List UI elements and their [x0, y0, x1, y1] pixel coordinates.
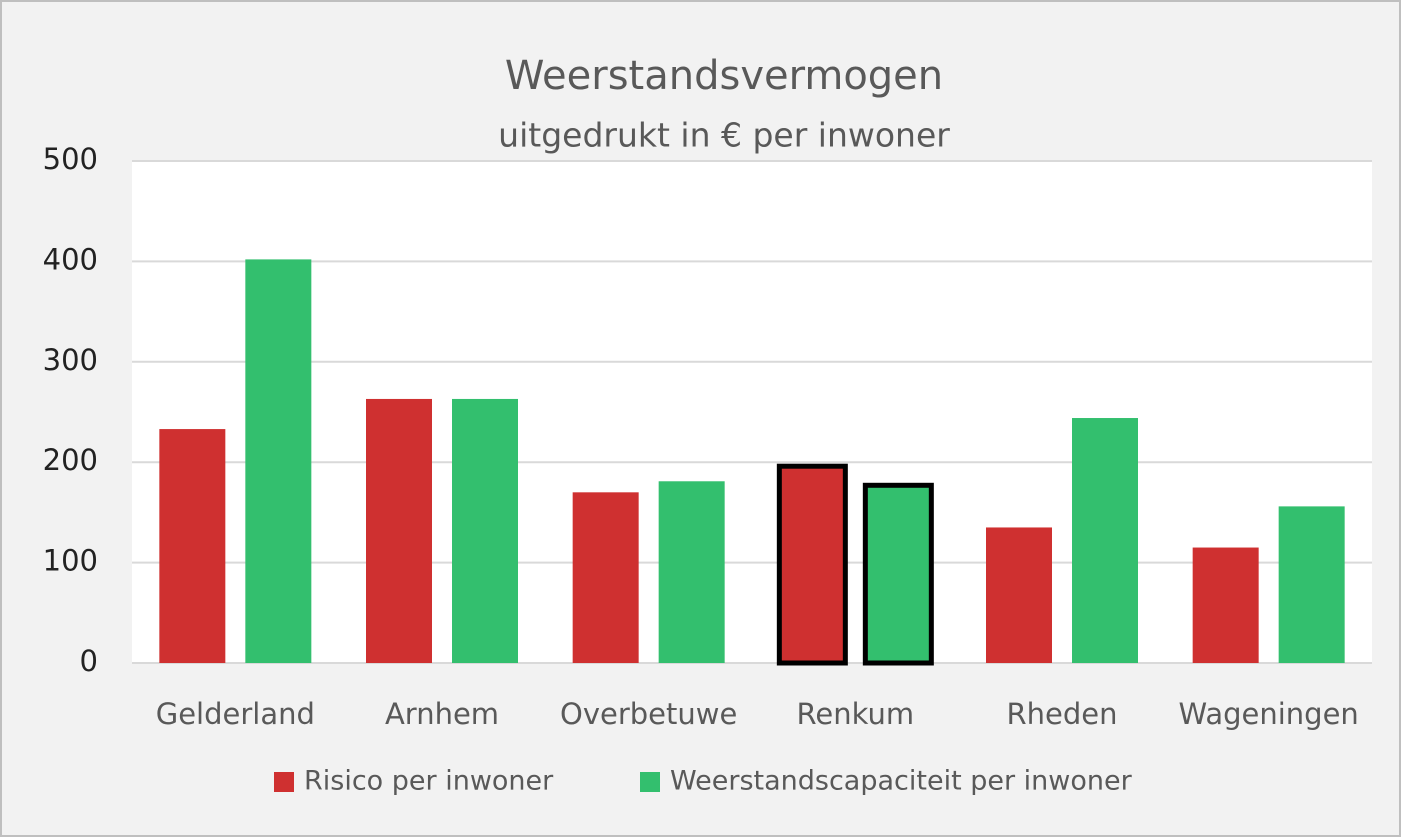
y-tick-label: 200 [43, 443, 98, 477]
x-tick-label: Arnhem [385, 697, 499, 731]
plot-area [132, 161, 1372, 663]
bar [1278, 506, 1345, 663]
bar [572, 492, 639, 663]
legend-label: Weerstandscapaciteit per inwoner [670, 766, 1133, 797]
bar [159, 429, 226, 663]
y-tick-label: 400 [43, 242, 98, 276]
bar [658, 481, 725, 663]
legend-swatch [274, 772, 294, 792]
chart-title: Weerstandsvermogen [505, 53, 943, 99]
legend-label: Risico per inwoner [304, 766, 554, 797]
chart-subtitle: uitgedrukt in € per inwoner [498, 116, 950, 155]
bar [862, 482, 934, 666]
bar [986, 527, 1052, 663]
x-tick-label: Wageningen [1179, 697, 1359, 731]
x-tick-label: Gelderland [156, 697, 315, 731]
x-tick-label: Renkum [797, 697, 915, 731]
y-tick-label: 500 [43, 142, 98, 176]
bar [1192, 547, 1259, 663]
bar [245, 259, 312, 663]
legend-swatch [640, 772, 660, 792]
y-tick-label: 300 [43, 343, 98, 377]
bar [366, 398, 432, 663]
bar [452, 398, 518, 663]
y-tick-label: 0 [80, 644, 98, 678]
bar [776, 463, 848, 666]
bar [1072, 418, 1138, 663]
x-tick-label: Rheden [1006, 697, 1117, 731]
x-tick-label: Overbetuwe [560, 697, 737, 731]
y-tick-label: 100 [43, 544, 98, 578]
